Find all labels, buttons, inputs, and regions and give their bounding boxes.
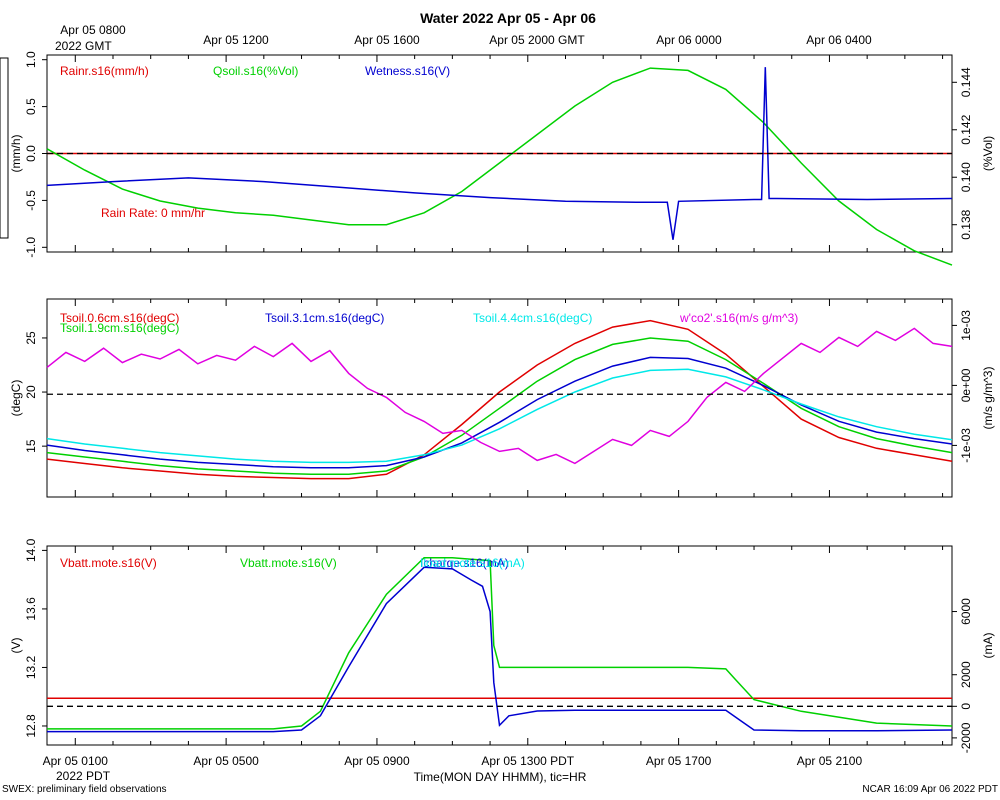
y-right-tick-label: 1e-03	[959, 310, 973, 341]
panel-power: 14.0 13.6 13.2 12.8 (V) 6000 2000 0 -2000 (mA) Vba…	[9, 538, 995, 753]
y-left-axis-label: (mm/h)	[9, 135, 23, 173]
panel-frame	[46, 545, 953, 746]
y-right-tick-label: 0.140	[959, 162, 973, 192]
bottom-time-tick-label: Apr 05 0900	[344, 754, 410, 768]
top-time-tick-label: Apr 05 1200	[203, 33, 269, 47]
y-left-tick-label: 13.6	[24, 597, 38, 621]
y-right-tick-label: 2000	[959, 661, 973, 688]
top-time-axis: Apr 05 0800 Apr 05 1200 Apr 05 1600 Apr 05 …	[60, 23, 872, 47]
y-left-tick-label: 25	[24, 331, 38, 345]
series-line-cyan	[46, 368, 953, 464]
series-line-green	[46, 67, 953, 266]
chart-panels: 1.0 0.5 0.0 -0.5 -1.0 (mm/h) 0.144 0.142 0.140 0.…	[9, 51, 995, 753]
rain-rate-annotation: Rain Rate: 0 mm/hr	[101, 206, 205, 220]
y-right-tick-label: 0.138	[959, 209, 973, 239]
legend-entry: Vbatt.mote.s16(V)	[60, 556, 157, 570]
panel-soil_temperature: 25 20 15 (degC) 1e-03 0e+00 -1e-03 (m/s g/m^3) T…	[9, 298, 995, 498]
top-time-tick-label: Apr 05 1600	[354, 33, 420, 47]
legend-entry: Wetness.s16(V)	[365, 64, 450, 78]
series-line-red	[46, 319, 953, 480]
top-time-tick-label: Apr 06 0000	[656, 33, 722, 47]
y-right-axis-label: (%Vol)	[981, 136, 995, 171]
y-left-tick-label: 0.5	[24, 98, 38, 115]
y-left-tick-label: -0.5	[24, 190, 38, 211]
series-line-blue	[46, 67, 953, 240]
bottom-time-tick-label: Apr 05 1300 PDT	[481, 754, 574, 768]
legend-entry: w'co2'.s16(m/s g/m^3)	[679, 311, 798, 325]
bottom-time-tick-label: Apr 05 2100	[797, 754, 863, 768]
top-time-tick-label: Apr 05 0800	[60, 23, 126, 37]
bottom-time-tick-label: Apr 05 1700	[646, 754, 712, 768]
footer-left-note: SWEX: preliminary field observations	[2, 784, 167, 795]
y-right-tick-label: -2000	[959, 722, 973, 753]
series-line-green	[46, 337, 953, 476]
legend-entry: Vbatt.mote.s16(V)	[240, 556, 337, 570]
top-time-tick-label: Apr 06 0400	[806, 33, 872, 47]
chart-title: Water 2022 Apr 05 - Apr 06	[420, 10, 596, 26]
series-line-blue	[46, 356, 953, 469]
legend-entry: Rainr.s16(mm/h)	[60, 64, 149, 78]
series-line-magenta	[46, 327, 953, 465]
y-left-tick-label: 20	[24, 385, 38, 399]
legend-entry: Tsoil.0.6cm.s16(degC)	[60, 311, 179, 325]
y-right-axis-label: (m/s g/m^3)	[981, 367, 995, 430]
legend-entry: Qsoil.s16(%Vol)	[213, 64, 298, 78]
legend-entry: Tsoil.1.9cm.s16(degC)	[60, 321, 179, 335]
top-time-tick-label: Apr 05 2000 GMT	[489, 33, 585, 47]
y-left-tick-label: 13.2	[24, 655, 38, 679]
y-left-tick-label: -1.0	[24, 237, 38, 258]
x-axis-title: Time(MON DAY HHMM), tic=HR	[414, 770, 587, 784]
y-left-axis-label: (V)	[9, 638, 23, 654]
y-right-tick-label: 0	[959, 703, 973, 710]
y-left-tick-label: 14.0	[24, 538, 38, 562]
edge-clip-box	[0, 57, 9, 239]
y-left-tick-label: 15	[24, 439, 38, 453]
y-right-tick-label: 0.142	[959, 114, 973, 144]
y-left-tick-label: 0.0	[24, 145, 38, 162]
y-left-axis-label: (degC)	[9, 380, 23, 417]
y-right-tick-label: 6000	[959, 598, 973, 625]
y-right-axis-label: (mA)	[981, 633, 995, 659]
y-left-tick-label: 1.0	[24, 51, 38, 68]
top-year-label: 2022 GMT	[55, 39, 112, 53]
y-right-tick-label: 0e+00	[959, 368, 973, 402]
bottom-year-label: 2022 PDT	[56, 769, 111, 783]
series-line-blue	[47, 566, 953, 733]
panel-frame	[46, 298, 953, 498]
series-line-green	[47, 556, 953, 730]
panel-water: 1.0 0.5 0.0 -0.5 -1.0 (mm/h) 0.144 0.142 0.140 0.…	[9, 51, 995, 266]
bottom-time-tick-label: Apr 05 0100	[43, 754, 109, 768]
bottom-time-tick-label: Apr 05 0500	[193, 754, 259, 768]
legend-entry: Iload.mote.s16(mA)	[420, 556, 525, 570]
legend-entry: Tsoil.3.1cm.s16(degC)	[265, 311, 384, 325]
footer-right-note: NCAR 16:09 Apr 06 2022 PDT	[862, 784, 998, 795]
y-right-tick-label: 0.144	[959, 67, 973, 97]
legend-entry: Icharge.s16(mA)	[420, 556, 509, 570]
bottom-time-axis: Apr 05 0100 Apr 05 0500 Apr 05 0900 Apr 05 …	[43, 754, 863, 768]
y-right-tick-label: -1e-03	[959, 428, 973, 463]
y-left-tick-label: 12.8	[24, 714, 38, 738]
legend-entry: Tsoil.4.4cm.s16(degC)	[473, 311, 592, 325]
